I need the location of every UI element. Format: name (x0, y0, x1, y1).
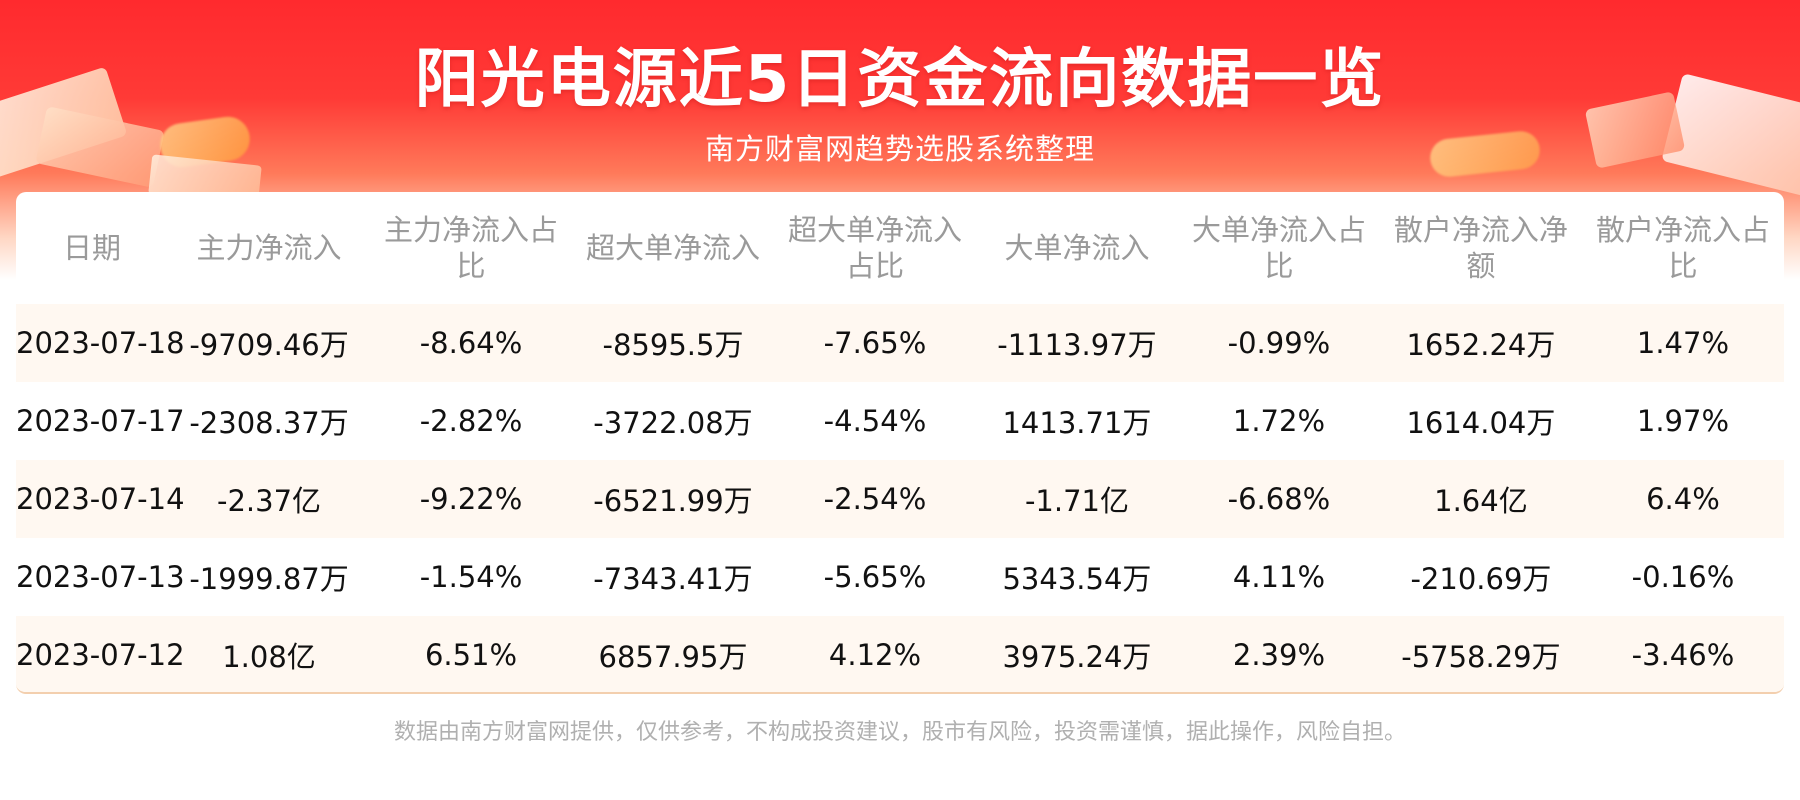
cell-date: 2023-07-14 (16, 482, 185, 516)
cell-retail-inflow: -5758.29万 (1401, 640, 1561, 674)
cell-main-inflow: -1999.87万 (189, 562, 349, 596)
cell-retail-inflow-ratio: 1.47% (1636, 326, 1730, 360)
cell-large-inflow: -1113.97万 (997, 328, 1157, 362)
cell-large-inflow: 3975.24万 (1002, 640, 1152, 674)
cell-retail-inflow-ratio: -0.16% (1631, 560, 1735, 594)
cell-xl-inflow-ratio: -2.54% (823, 482, 927, 516)
cell-main-inflow-ratio: 6.51% (424, 638, 518, 672)
fund-flow-table: 日期 主力净流入 主力净流入占比 超大单净流入 超大单净流入占比 大单净流入 大… (16, 192, 1784, 692)
cell-main-inflow: 1.08亿 (222, 640, 316, 674)
cell-main-inflow: -9709.46万 (189, 328, 349, 362)
cell-retail-inflow-ratio: -3.46% (1631, 638, 1735, 672)
cell-main-inflow: -2308.37万 (189, 406, 349, 440)
column-header-retail-inflow: 散户净流入净额 (1393, 213, 1568, 283)
cell-xl-inflow-ratio: 4.12% (828, 638, 922, 672)
cell-xl-inflow-ratio: -5.65% (823, 560, 927, 594)
cell-xl-inflow-ratio: -4.54% (823, 404, 927, 438)
column-header-large-inflow: 大单净流入 (1004, 231, 1150, 265)
cell-date: 2023-07-12 (16, 638, 185, 672)
cell-retail-inflow-ratio: 1.97% (1636, 404, 1730, 438)
cell-date: 2023-07-18 (16, 326, 185, 360)
cell-xl-inflow-ratio: -7.65% (823, 326, 927, 360)
column-header-retail-inflow-ratio: 散户净流入占比 (1595, 213, 1770, 283)
column-header-main-inflow: 主力净流入 (196, 231, 342, 265)
cell-xl-inflow: -8595.5万 (602, 328, 744, 362)
cell-main-inflow: -2.37亿 (217, 484, 322, 518)
table-row: 2023-07-17 -2308.37万 -2.82% -3722.08万 -4… (16, 382, 1784, 460)
cell-large-inflow-ratio: 1.72% (1232, 404, 1326, 438)
cell-xl-inflow: -7343.41万 (593, 562, 753, 596)
cell-date: 2023-07-17 (16, 404, 185, 438)
column-header-xl-inflow: 超大单净流入 (585, 231, 760, 265)
cell-retail-inflow: 1652.24万 (1406, 328, 1556, 362)
cell-main-inflow-ratio: -1.54% (419, 560, 523, 594)
table-row: 2023-07-13 -1999.87万 -1.54% -7343.41万 -5… (16, 538, 1784, 616)
cell-date: 2023-07-13 (16, 560, 185, 594)
table-row: 2023-07-18 -9709.46万 -8.64% -8595.5万 -7.… (16, 304, 1784, 382)
table-row: 2023-07-12 1.08亿 6.51% 6857.95万 4.12% 39… (16, 616, 1784, 692)
cell-large-inflow-ratio: 2.39% (1232, 638, 1326, 672)
cell-xl-inflow: -3722.08万 (593, 406, 753, 440)
cell-large-inflow: -1.71亿 (1024, 484, 1129, 518)
column-header-large-inflow-ratio: 大单净流入占比 (1191, 213, 1366, 283)
table-header-row: 日期 主力净流入 主力净流入占比 超大单净流入 超大单净流入占比 大单净流入 大… (16, 192, 1784, 304)
cell-main-inflow-ratio: -9.22% (419, 482, 523, 516)
cell-retail-inflow: 1.64亿 (1434, 484, 1528, 518)
cell-xl-inflow: 6857.95万 (598, 640, 748, 674)
cell-xl-inflow: -6521.99万 (593, 484, 753, 518)
cell-retail-inflow-ratio: 6.4% (1646, 482, 1720, 516)
cell-large-inflow: 1413.71万 (1002, 406, 1152, 440)
table-row: 2023-07-14 -2.37亿 -9.22% -6521.99万 -2.54… (16, 460, 1784, 538)
footer-disclaimer: 数据由南方财富网提供，仅供参考，不构成投资建议，股市有风险，投资需谨慎，据此操作… (393, 720, 1406, 745)
page-subtitle: 南方财富网趋势选股系统整理 (704, 132, 1095, 166)
column-header-date: 日期 (63, 231, 122, 265)
data-table-card: 南方财富网 outhmoney.com 日期 主力净流入 主力净流入占比 超大单… (16, 192, 1784, 694)
column-header-xl-inflow-ratio: 超大单净流入占比 (787, 213, 962, 283)
column-header-main-inflow-ratio: 主力净流入占比 (384, 213, 559, 283)
cell-main-inflow-ratio: -2.82% (419, 404, 523, 438)
cell-retail-inflow: -210.69万 (1410, 562, 1552, 596)
cell-large-inflow-ratio: -6.68% (1227, 482, 1331, 516)
page-title: 阳光电源近5日资金流向数据一览 (414, 43, 1386, 117)
cell-retail-inflow: 1614.04万 (1406, 406, 1556, 440)
cell-large-inflow: 5343.54万 (1002, 562, 1152, 596)
cell-main-inflow-ratio: -8.64% (419, 326, 523, 360)
cell-large-inflow-ratio: 4.11% (1232, 560, 1326, 594)
cell-large-inflow-ratio: -0.99% (1227, 326, 1331, 360)
